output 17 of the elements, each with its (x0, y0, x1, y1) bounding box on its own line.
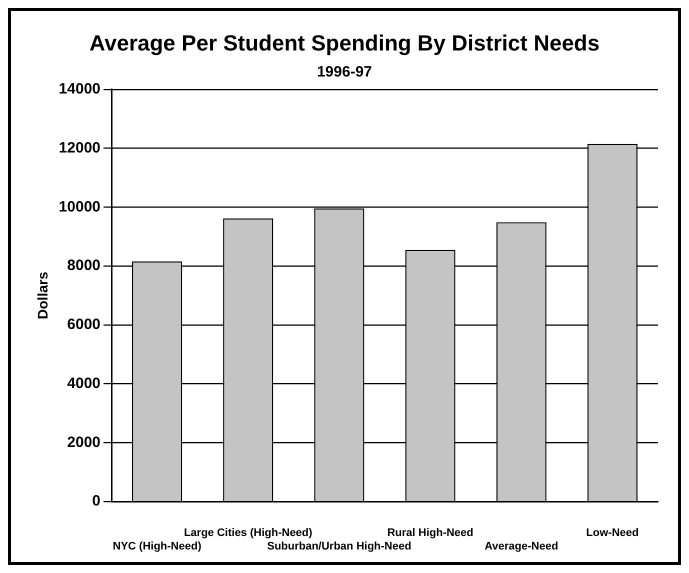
x-tick-label: Large Cities (High-Need) (184, 527, 313, 540)
x-tick-label: Suburban/Urban High-Need (267, 540, 412, 552)
y-tick-label: 2000 (67, 434, 101, 451)
x-tick-label: Rural High-Need (387, 527, 474, 540)
y-tick-label: 0 (92, 492, 101, 510)
y-tick-label: 4000 (67, 374, 101, 392)
x-tick-label: NYC (High-Need) (112, 540, 202, 552)
y-tick-label: 14000 (58, 80, 101, 98)
y-tick-label: 8000 (67, 257, 101, 274)
y-axis-title: Dollars (34, 272, 50, 320)
chart-title: Average Per Student Spending By District Needs (89, 30, 600, 56)
y-tick-label: 6000 (67, 316, 101, 334)
chart-subtitle: 1996-97 (316, 64, 372, 81)
x-tick-label: Low-Need (586, 527, 639, 540)
y-tick-label: 12000 (58, 139, 101, 156)
y-tick-label: 10000 (58, 198, 101, 216)
x-tick-label: Average-Need (484, 540, 558, 552)
